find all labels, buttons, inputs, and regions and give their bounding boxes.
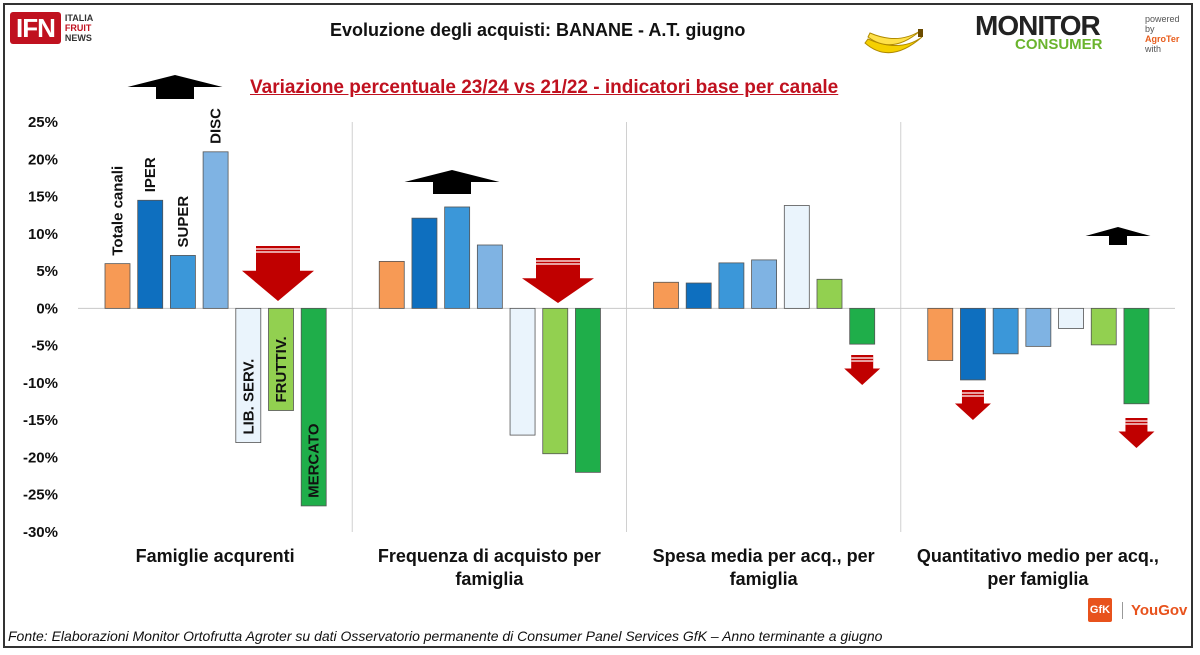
- powered-by: powered by AgroTer with: [1145, 14, 1185, 54]
- bar-mercato-3: [1123, 307, 1150, 405]
- bar-fruttiv--1: [542, 307, 569, 455]
- bar-lib-serv--0: [235, 307, 262, 443]
- series-label: MERCATO: [306, 423, 323, 498]
- y-tick-label: 10%: [28, 226, 58, 243]
- ifn-logo-mark: IFN: [10, 12, 61, 44]
- bar-super-2: [718, 262, 745, 309]
- bar-super-1: [444, 206, 471, 309]
- bar-disc-0: [202, 151, 229, 309]
- chart-subtitle: Variazione percentuale 23/24 vs 21/22 - …: [250, 77, 839, 98]
- powered-by-with: with: [1145, 44, 1162, 54]
- arrow-up-icon: [1085, 227, 1151, 245]
- arrow-up-icon: [127, 75, 223, 99]
- y-tick-label: -30%: [23, 524, 58, 541]
- category-label: Famiglie acqurenti: [136, 546, 295, 566]
- chart-frame: [3, 3, 1193, 648]
- consumer-logo-text: CONSUMER: [1015, 36, 1103, 53]
- y-tick-label: -20%: [23, 449, 58, 466]
- gfk-yougov-logo: GfK YouGov: [1088, 598, 1187, 622]
- bar-iper-1: [411, 217, 438, 309]
- bar-iper-3: [960, 307, 986, 381]
- series-label: IPER: [142, 157, 159, 192]
- y-tick-label: -15%: [23, 412, 58, 429]
- footer-source: Fonte: Elaborazioni Monitor Ortofrutta A…: [8, 628, 883, 644]
- arrow-down-icon: [1118, 418, 1155, 448]
- bar-mercato-1: [575, 307, 601, 473]
- y-tick-label: 15%: [28, 189, 58, 206]
- bar-fruttiv--0: [268, 307, 294, 411]
- y-tick-label: 0%: [36, 300, 58, 317]
- banana-icon: [864, 29, 923, 54]
- bar-super-0: [169, 255, 196, 309]
- ifn-logo: IFN ITALIA FRUIT NEWS: [10, 12, 93, 44]
- powered-by-label: powered by: [1145, 14, 1180, 34]
- ifn-logo-sub: ITALIA FRUIT NEWS: [65, 13, 93, 43]
- ifn-logo-sub-1: ITALIA: [64, 13, 94, 23]
- bar-disc-2: [751, 259, 777, 309]
- series-label: FRUTTIV.: [273, 336, 290, 402]
- bar-mercato-0: [300, 307, 327, 507]
- ifn-logo-sub-2: FRUIT: [64, 23, 92, 33]
- bar-lib-serv--1: [509, 307, 536, 436]
- category-label: famiglia: [730, 569, 799, 589]
- bar-lib-serv--2: [783, 205, 810, 309]
- bar-disc-3: [1025, 307, 1052, 347]
- bar-totale-canali-2: [653, 281, 679, 309]
- series-label: LIB. SERV.: [240, 359, 257, 435]
- series-label: DISC: [208, 108, 225, 144]
- bar-disc-1: [476, 244, 503, 309]
- y-tick-label: -25%: [23, 487, 58, 504]
- arrow-down-icon: [954, 390, 991, 420]
- monitor-consumer-logo: MONITOR CONSUMER powered by AgroTer with: [975, 10, 1185, 60]
- bar-totale-canali-1: [378, 260, 405, 309]
- page-title: Evoluzione degli acquisti: BANANE - A.T.…: [330, 20, 746, 40]
- bar-super-3: [992, 307, 1019, 355]
- arrow-down-icon: [242, 246, 314, 301]
- bar-fruttiv--2: [816, 278, 843, 309]
- category-label: famiglia: [455, 569, 524, 589]
- arrow-down-icon: [522, 258, 594, 303]
- y-tick-label: 25%: [28, 114, 58, 131]
- bar-iper-0: [137, 199, 164, 309]
- arrow-up-icon: [404, 170, 500, 194]
- yougov-logo: YouGov: [1122, 601, 1187, 619]
- gfk-logo: GfK: [1088, 598, 1112, 622]
- bar-lib-serv--3: [1058, 307, 1084, 329]
- y-tick-label: -10%: [23, 375, 58, 392]
- category-label: Frequenza di acquisto per: [378, 546, 601, 566]
- y-tick-label: -5%: [31, 338, 58, 355]
- arrow-down-icon: [844, 355, 881, 385]
- y-tick-label: 5%: [36, 263, 58, 280]
- bar-fruttiv--3: [1090, 307, 1117, 346]
- series-label: Totale canali: [110, 166, 127, 256]
- bar-totale-canali-3: [927, 307, 954, 361]
- category-label: Quantitativo medio per acq.,: [917, 546, 1159, 566]
- y-tick-label: 20%: [28, 151, 58, 168]
- bar-iper-2: [685, 282, 712, 309]
- bar-totale-canali-0: [104, 263, 131, 309]
- category-label: per famiglia: [987, 569, 1089, 589]
- ifn-logo-sub-3: NEWS: [64, 33, 92, 43]
- monitor-logo-text: MONITOR: [975, 10, 1101, 41]
- bar-mercato-2: [849, 307, 876, 345]
- powered-by-agroter: AgroTer: [1145, 34, 1180, 44]
- series-label: SUPER: [175, 196, 192, 248]
- category-label: Spesa media per acq., per: [653, 546, 875, 566]
